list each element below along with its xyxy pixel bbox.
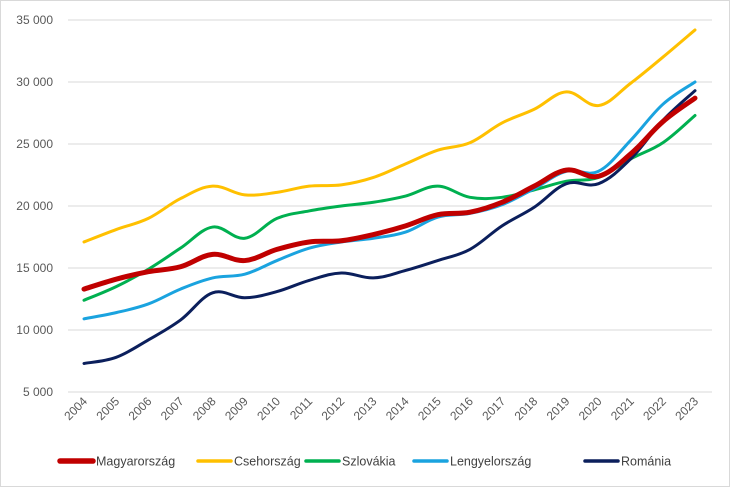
x-tick-label: 2022 bbox=[640, 394, 669, 423]
x-tick-label: 2018 bbox=[512, 394, 541, 423]
y-tick-label: 30 000 bbox=[16, 75, 53, 89]
x-axis-ticks: 2004 2005 2006 2007 2008 2009 2010 2011 2012 2013… bbox=[61, 394, 701, 423]
series-line-1 bbox=[82, 28, 697, 244]
x-tick-label: 2007 bbox=[158, 394, 187, 423]
series-line-3 bbox=[82, 80, 697, 321]
y-tick-label: 5 000 bbox=[23, 385, 53, 399]
x-tick-label: 2021 bbox=[608, 394, 637, 423]
y-tick-label: 25 000 bbox=[16, 137, 53, 151]
x-tick-label: 2016 bbox=[447, 394, 476, 423]
legend-label: Románia bbox=[621, 455, 671, 469]
legend: Magyarország Csehország Szlovákia Lengyelor… bbox=[57, 455, 671, 469]
x-tick-label: 2020 bbox=[576, 394, 605, 423]
legend-label: Csehország bbox=[234, 455, 301, 469]
x-tick-label: 2010 bbox=[254, 394, 283, 423]
x-tick-label: 2005 bbox=[93, 394, 122, 423]
x-tick-label: 2017 bbox=[479, 394, 508, 423]
y-tick-label: 10 000 bbox=[16, 323, 53, 337]
x-tick-label: 2012 bbox=[319, 394, 348, 423]
y-tick-label: 20 000 bbox=[16, 199, 53, 213]
series-line-2 bbox=[82, 113, 697, 302]
x-tick-label: 2008 bbox=[190, 394, 219, 423]
legend-label: Szlovákia bbox=[342, 455, 396, 469]
x-tick-label: 2015 bbox=[415, 394, 444, 423]
y-axis-ticks: 5 000 10 000 15 000 20 000 25 000 30 000 35 00… bbox=[16, 13, 53, 399]
series-lines bbox=[81, 28, 698, 365]
x-tick-label: 2014 bbox=[383, 394, 412, 423]
x-tick-label: 2004 bbox=[61, 394, 90, 423]
x-tick-label: 2023 bbox=[672, 394, 701, 423]
gridlines bbox=[68, 19, 712, 393]
series-line-0 bbox=[81, 95, 698, 292]
y-tick-label: 15 000 bbox=[16, 261, 53, 275]
x-tick-label: 2006 bbox=[126, 394, 155, 423]
legend-label: Magyarország bbox=[96, 455, 175, 469]
x-tick-label: 2019 bbox=[544, 394, 573, 423]
x-tick-label: 2013 bbox=[351, 394, 380, 423]
series-line-4 bbox=[82, 89, 697, 365]
x-tick-label: 2011 bbox=[287, 394, 315, 422]
legend-label: Lengyelország bbox=[450, 455, 531, 469]
x-tick-label: 2009 bbox=[222, 394, 251, 423]
y-tick-label: 35 000 bbox=[16, 13, 53, 27]
